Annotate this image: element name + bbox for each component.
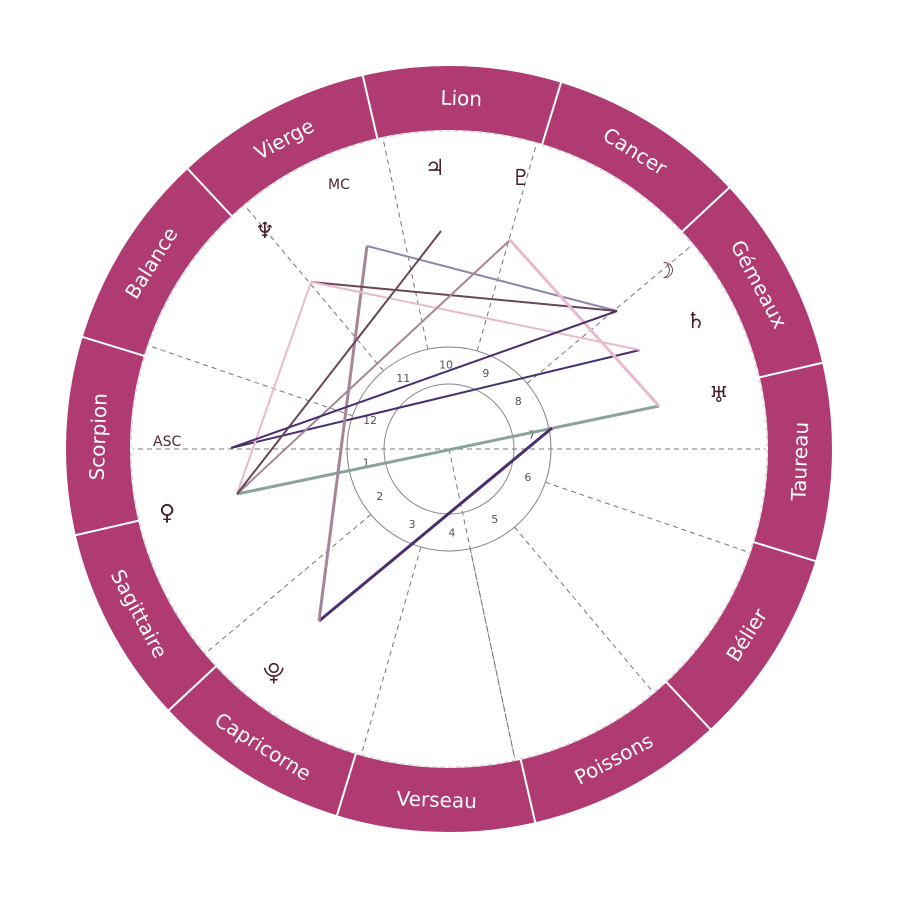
sign-divider	[186, 167, 233, 218]
sign-label-scorpion: Scorpion	[85, 393, 112, 481]
mc-axis-line	[448, 448, 516, 759]
midheaven-label: MC	[328, 177, 350, 193]
sign-divider	[541, 81, 563, 146]
house-number: 2	[376, 490, 383, 503]
house-number: 11	[396, 372, 410, 385]
house-number: 3	[409, 518, 416, 531]
aspect-line	[310, 281, 618, 312]
house-cusp-lines	[133, 139, 765, 759]
sign-divider	[752, 541, 817, 563]
house-number: 4	[448, 526, 455, 539]
sign-divider	[81, 335, 146, 357]
aspect-line	[317, 245, 369, 622]
aspect-line	[236, 404, 660, 496]
sign-divider	[519, 758, 537, 824]
sign-label-lion: Lion	[440, 85, 482, 110]
aspect-line	[366, 245, 618, 312]
sign-divider	[167, 665, 218, 712]
sign-divider	[758, 361, 824, 379]
house-number: 10	[439, 359, 453, 372]
sign-divider	[680, 186, 731, 233]
pluto-alt-icon: ⯓	[263, 661, 285, 686]
pluto-icon: ♇	[511, 166, 531, 191]
sign-divider	[361, 74, 379, 140]
house-number: 8	[515, 395, 522, 408]
sign-divider	[335, 752, 357, 817]
moon-icon: ☽	[655, 259, 675, 284]
sign-label-taureau: Taureau	[786, 421, 813, 502]
aspect-line	[236, 239, 511, 495]
venus-icon: ♀	[159, 501, 175, 526]
house-number: 7	[528, 429, 535, 442]
aspect-lines	[230, 230, 661, 623]
sign-dividers	[74, 74, 824, 824]
zodiac-ring-band	[66, 66, 832, 832]
house-number: 5	[491, 513, 498, 526]
house-number: 9	[482, 367, 489, 380]
saturn-icon: ♄	[686, 309, 706, 334]
sign-divider	[74, 519, 140, 537]
aspect-line	[230, 349, 641, 449]
house-number: 1	[363, 456, 370, 469]
neptune-icon: ♆	[255, 219, 275, 244]
aspect-line	[236, 281, 312, 495]
uranus-icon: ♅	[709, 383, 729, 408]
aspect-line	[236, 230, 442, 495]
aspect-line	[318, 426, 553, 623]
ascendant-label: ASC	[153, 434, 181, 450]
aspect-line	[230, 310, 618, 449]
house-outer-circle	[346, 346, 552, 552]
house-number: 6	[524, 471, 531, 484]
house-number: 12	[363, 414, 377, 427]
jupiter-icon: ♃	[425, 156, 445, 181]
sign-divider	[665, 680, 712, 731]
aspect-line	[310, 281, 641, 351]
sign-label-verseau: Verseau	[396, 786, 477, 813]
